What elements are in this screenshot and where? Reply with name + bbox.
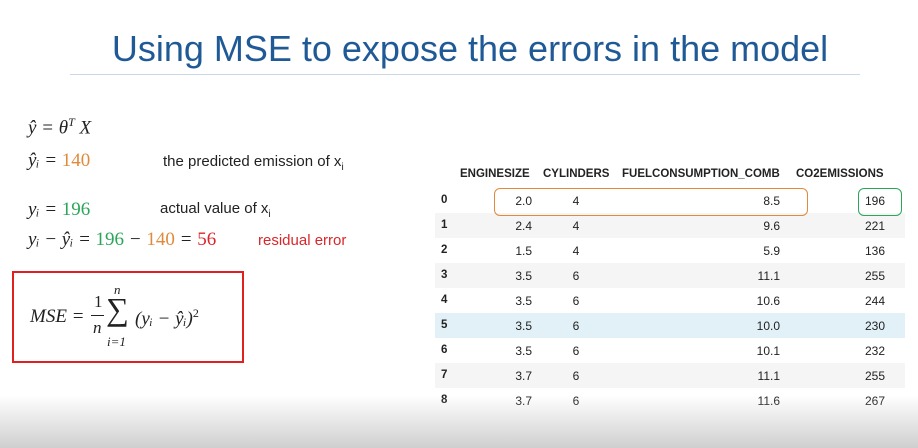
table-cell: 2.4 — [515, 219, 532, 233]
table-cell: 10.6 — [756, 294, 780, 308]
table-cell: 255 — [864, 269, 885, 283]
text: 56 — [197, 229, 217, 250]
table-cell: 6 — [572, 294, 580, 308]
text: 140 — [61, 150, 91, 171]
table-cell: 11.1 — [757, 269, 780, 283]
table-cell: 230 — [864, 319, 885, 333]
table-cell: 10.1 — [756, 344, 780, 358]
column-header: ENGINESIZE — [460, 168, 530, 180]
text: yᵢ = — [28, 199, 62, 220]
table-cell: 11.1 — [757, 369, 780, 383]
actual-note: actual value of xi — [160, 200, 271, 220]
row-index: 2 — [441, 244, 448, 256]
predicted-note: the predicted emission of xi — [163, 153, 344, 173]
text: 2 — [192, 306, 199, 320]
text: yᵢ − ŷᵢ = — [28, 229, 96, 250]
table-row — [435, 313, 905, 338]
sum-sign: ∑ — [106, 291, 129, 327]
row-index: 0 — [441, 194, 448, 206]
table-cell: 196 — [864, 194, 885, 208]
row-index: 7 — [441, 369, 448, 381]
text: T — [68, 115, 75, 129]
table-cell: 3.5 — [515, 344, 532, 358]
residual-note: residual error — [258, 232, 347, 249]
row-index: 1 — [441, 219, 448, 231]
row-index: 4 — [441, 294, 448, 306]
table-cell: 5.9 — [763, 244, 780, 258]
table-cell: 3.5 — [515, 319, 532, 333]
table-cell: 136 — [864, 244, 885, 258]
mse-den: n — [93, 318, 102, 337]
highlight-actual — [858, 188, 902, 216]
text: = — [174, 229, 198, 250]
table-row — [435, 263, 905, 288]
row-index: 6 — [441, 344, 448, 356]
table-cell: 232 — [864, 344, 885, 358]
title: Using MSE to expose the errors in the mo… — [111, 28, 829, 69]
table-cell: 244 — [864, 294, 885, 308]
column-header: FUELCONSUMPTION_COMB — [622, 168, 780, 180]
text: (yᵢ − ŷᵢ) — [135, 308, 193, 330]
text: i — [341, 162, 344, 173]
table-cell: 4 — [572, 244, 580, 258]
table-cell: 1.5 — [515, 244, 532, 258]
residual-formula: yᵢ − ŷᵢ = 196 − 140 = 56 — [28, 229, 216, 251]
table-cell: 4 — [572, 194, 580, 208]
actual-formula: yᵢ = 196 — [28, 199, 90, 221]
text: X — [79, 117, 92, 139]
text: ŷ = θ — [28, 117, 69, 139]
highlight-predicted — [494, 188, 808, 216]
table-cell: 8.5 — [763, 194, 780, 208]
title-rule — [70, 74, 860, 75]
table-cell: 255 — [864, 369, 885, 383]
table-cell: 221 — [864, 219, 885, 233]
row-index: 3 — [441, 269, 448, 281]
table-cell: 9.6 — [763, 219, 780, 233]
column-header: CO2EMISSIONS — [796, 168, 884, 180]
text: i — [268, 209, 271, 220]
table-cell: 6 — [572, 344, 580, 358]
table-row — [435, 363, 905, 388]
model-formula: ŷ = θT X — [28, 115, 91, 139]
column-header: CYLINDERS — [543, 168, 610, 180]
table-cell: 3.5 — [515, 294, 532, 308]
mse-num: 1 — [94, 292, 103, 311]
table-row — [435, 288, 905, 313]
text: the predicted emission of x — [163, 153, 342, 170]
text: − — [124, 229, 147, 250]
sum-bottom: i=1 — [107, 334, 126, 349]
table-row — [435, 188, 905, 213]
text: ŷᵢ = — [28, 150, 62, 171]
text: 196 — [95, 229, 125, 250]
fraction-bar — [91, 315, 104, 316]
text: actual value of x — [160, 200, 269, 217]
table-cell: 6 — [572, 269, 580, 283]
table-cell: 3.7 — [515, 369, 532, 383]
mse-term: (yᵢ − ŷᵢ)2 — [135, 306, 199, 330]
table-cell: 6 — [572, 319, 580, 333]
table-cell: 6 — [572, 369, 580, 383]
table-cell: 4 — [572, 219, 580, 233]
mse-lhs: MSE = — [30, 306, 85, 327]
table-row — [435, 213, 905, 238]
predicted-formula: ŷᵢ = 140 — [28, 150, 90, 172]
table-row — [435, 238, 905, 263]
table-cell: 10.0 — [756, 319, 780, 333]
text: 196 — [61, 199, 91, 220]
row-index: 5 — [441, 319, 448, 331]
bottom-fade — [0, 395, 918, 448]
text: 140 — [146, 229, 175, 250]
mse-box — [12, 271, 244, 363]
table-row — [435, 338, 905, 363]
table-cell: 2.0 — [515, 194, 532, 208]
table-cell: 3.5 — [515, 269, 532, 283]
sum-top: n — [114, 282, 121, 297]
